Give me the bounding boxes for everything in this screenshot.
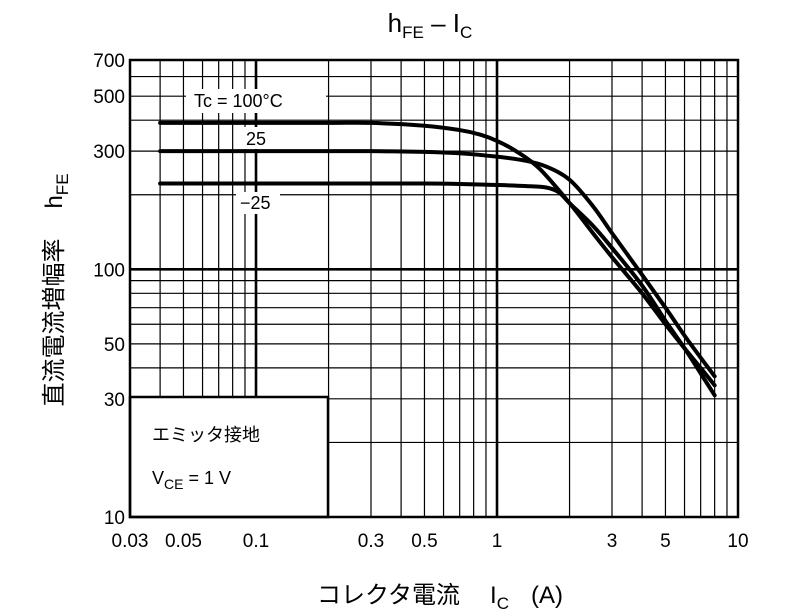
x-tick-label: 3 xyxy=(607,531,618,552)
y-tick-label: 10 xyxy=(104,508,125,529)
series-label-minus25: −25 xyxy=(240,193,271,213)
condition-line1: エミッタ接地 xyxy=(152,425,260,445)
x-tick-labels: 0.03 0.05 0.1 0.3 0.5 1 3 5 10 xyxy=(112,531,749,552)
series-line-0 xyxy=(158,120,717,388)
condition-line2: VCE = 1 V xyxy=(152,468,231,492)
x-axis-label: コレクタ電流 IC (A) xyxy=(317,582,563,612)
plot-grid xyxy=(129,59,739,518)
series-label-bg-100 xyxy=(186,89,326,113)
x-tick-label: 0.03 xyxy=(112,531,149,552)
series-line-1 xyxy=(158,149,717,379)
plot-frame xyxy=(128,58,740,519)
series-label-bg-25 xyxy=(240,127,274,149)
y-tick-label: 100 xyxy=(93,260,125,281)
series-label-25: 25 xyxy=(246,129,266,149)
series-label-100: Tc = 100°C xyxy=(194,91,283,111)
y-tick-label: 300 xyxy=(93,142,125,163)
x-tick-label: 10 xyxy=(727,531,748,552)
x-tick-label: 0.05 xyxy=(165,531,202,552)
x-tick-label: 0.1 xyxy=(243,531,269,552)
series-lines xyxy=(158,120,717,398)
x-tick-label: 1 xyxy=(492,531,503,552)
y-tick-label: 700 xyxy=(93,51,125,72)
y-axis-label: 直流電流増幅率hFE xyxy=(41,173,72,406)
y-tick-label: 50 xyxy=(104,335,125,356)
condition-box xyxy=(128,395,330,519)
x-tick-label: 0.3 xyxy=(358,531,384,552)
y-tick-label: 500 xyxy=(93,87,125,108)
series-label-bg-minus25 xyxy=(236,192,280,214)
y-tick-label: 30 xyxy=(104,390,125,411)
series-line-2 xyxy=(158,181,717,398)
svg-text:直流電流増幅率hFE: 直流電流増幅率hFE xyxy=(41,173,72,406)
chart-title: hFE – IC xyxy=(388,8,473,42)
y-tick-labels: 10 30 50 100 300 500 700 xyxy=(93,51,125,529)
x-tick-label: 5 xyxy=(660,531,671,552)
x-tick-label: 0.5 xyxy=(411,531,437,552)
